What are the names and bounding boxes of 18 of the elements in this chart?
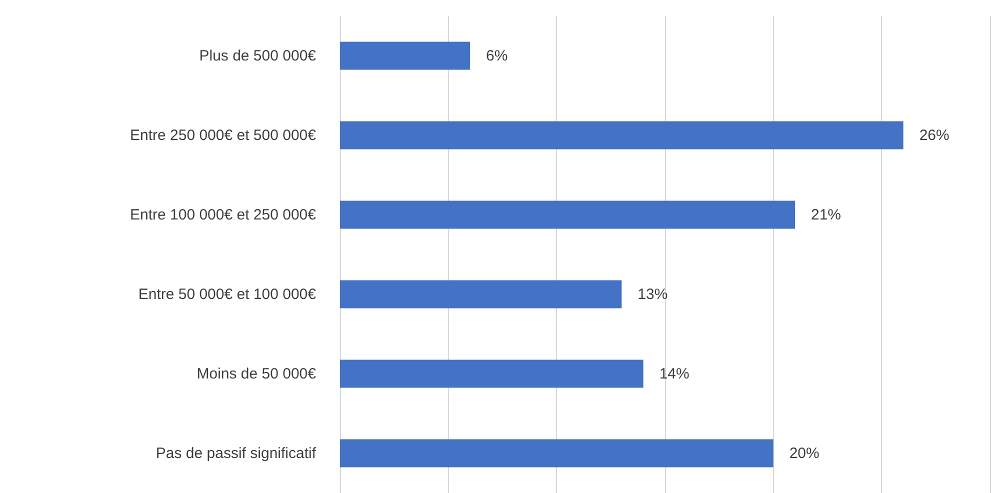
y-tick-label: Entre 100 000€ et 250 000€	[130, 206, 317, 224]
y-tick-label: Entre 250 000€ et 500 000€	[130, 126, 317, 144]
y-tick-label: Pas de passif significatif	[156, 444, 317, 462]
bar	[340, 439, 774, 468]
data-label: 6%	[486, 47, 508, 64]
y-tick-label: Moins de 50 000€	[196, 365, 317, 382]
y-tick-label: Entre 50 000€ et 100 000€	[138, 286, 317, 303]
data-label: 20%	[789, 444, 820, 462]
data-label: 21%	[811, 206, 842, 224]
data-label: 14%	[659, 365, 690, 382]
bar	[340, 280, 622, 308]
bar	[340, 42, 470, 70]
data-label: 26%	[919, 126, 950, 144]
bar	[340, 200, 795, 229]
bar	[340, 360, 644, 388]
bar	[340, 121, 904, 150]
y-tick-label: Plus de 500 000€	[199, 47, 317, 64]
data-label: 13%	[638, 286, 668, 303]
